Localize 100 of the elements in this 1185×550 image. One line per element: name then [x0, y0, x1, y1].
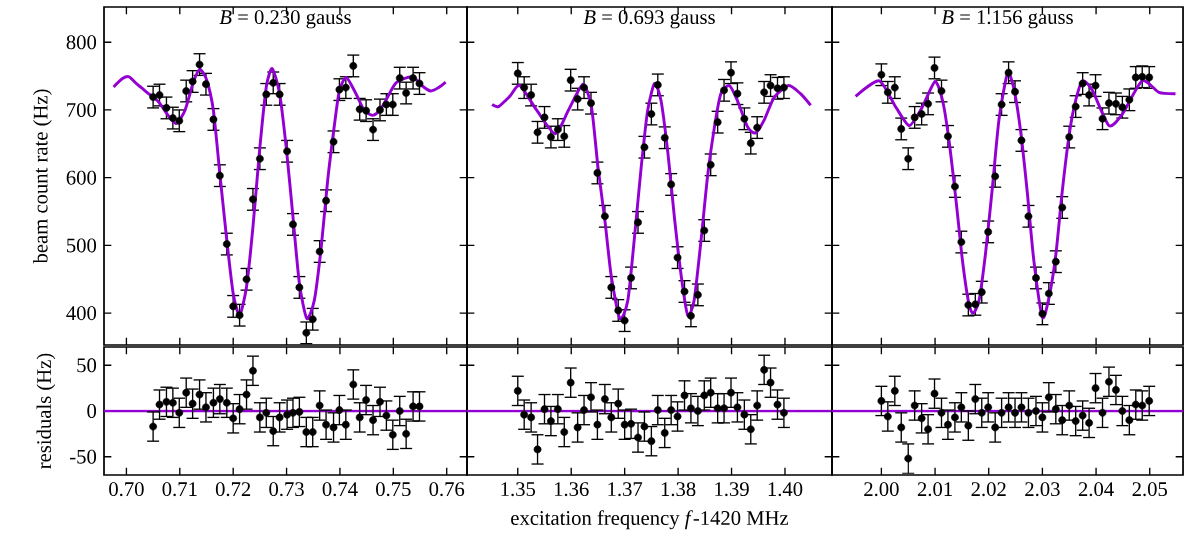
point: [155, 91, 164, 99]
point: [890, 387, 899, 395]
x-tick-label: 0.70: [109, 482, 144, 497]
point: [1131, 73, 1140, 82]
point: [376, 397, 384, 406]
point: [162, 397, 171, 406]
point: [1032, 407, 1040, 415]
point: [964, 421, 973, 430]
point: [607, 413, 616, 422]
point: [369, 416, 377, 425]
point: [1145, 397, 1154, 405]
point: [188, 399, 197, 408]
y-tick-label: 800: [66, 35, 97, 50]
point: [289, 408, 297, 417]
point: [1071, 102, 1080, 111]
point: [202, 403, 210, 412]
point: [215, 395, 224, 403]
point: [229, 414, 238, 423]
point: [653, 406, 662, 414]
point: [182, 87, 191, 95]
point: [1138, 72, 1147, 81]
point: [627, 274, 635, 282]
point: [229, 302, 238, 311]
point: [647, 110, 656, 118]
point: [997, 408, 1006, 417]
point: [673, 253, 682, 262]
point: [897, 125, 906, 133]
point: [647, 437, 656, 446]
point: [1125, 416, 1134, 425]
point: [951, 182, 959, 191]
point: [527, 91, 536, 99]
point: [640, 422, 649, 431]
point: [740, 410, 749, 419]
point: [520, 410, 529, 419]
point: [520, 83, 529, 92]
point: [249, 366, 257, 375]
point: [341, 420, 350, 429]
point: [1105, 377, 1113, 386]
point: [653, 81, 662, 89]
y-axis-title: residuals (Hz): [36, 353, 56, 469]
x-tick-label: 1.37: [608, 482, 643, 497]
x-tick-label: 1.35: [501, 482, 536, 497]
point: [188, 77, 197, 86]
point: [680, 287, 689, 296]
point: [195, 390, 204, 399]
point: [660, 133, 669, 142]
point: [601, 395, 609, 403]
point: [951, 413, 959, 422]
point: [209, 115, 218, 124]
point: [168, 398, 177, 407]
point: [560, 428, 569, 436]
point: [527, 413, 536, 422]
point: [1105, 99, 1113, 108]
point: [1138, 401, 1147, 410]
point: [553, 125, 562, 134]
point: [409, 402, 417, 411]
point: [1118, 407, 1127, 415]
point: [1098, 114, 1107, 123]
point: [601, 212, 609, 221]
point: [308, 315, 317, 324]
point: [713, 118, 722, 127]
point: [991, 172, 1000, 181]
point: [727, 68, 735, 77]
point: [1125, 95, 1134, 104]
point: [162, 104, 171, 112]
point: [573, 423, 582, 432]
point: [1078, 411, 1087, 420]
point: [289, 220, 297, 229]
point: [587, 99, 595, 108]
point: [740, 114, 749, 123]
point: [640, 143, 649, 152]
point: [560, 132, 569, 141]
point: [256, 154, 264, 163]
point: [706, 388, 715, 397]
point: [547, 133, 555, 141]
point: [235, 311, 244, 320]
point: [897, 423, 906, 432]
x-tick-label: 2.03: [1025, 482, 1060, 497]
point: [308, 428, 317, 436]
point: [513, 69, 522, 78]
point: [168, 114, 177, 122]
point: [1058, 416, 1067, 425]
point: [1058, 203, 1067, 212]
point: [355, 105, 364, 114]
point: [620, 316, 629, 325]
point: [409, 74, 417, 82]
point: [780, 83, 788, 92]
point: [944, 420, 952, 429]
point: [910, 401, 919, 410]
point: [694, 291, 702, 299]
point: [977, 288, 986, 297]
point: [1038, 413, 1047, 422]
point: [580, 83, 588, 92]
point: [593, 169, 602, 177]
x-tick-label: 1.36: [554, 482, 589, 497]
point: [533, 128, 542, 137]
point: [341, 83, 350, 92]
point: [593, 420, 602, 429]
point: [580, 406, 588, 414]
point: [315, 247, 324, 256]
